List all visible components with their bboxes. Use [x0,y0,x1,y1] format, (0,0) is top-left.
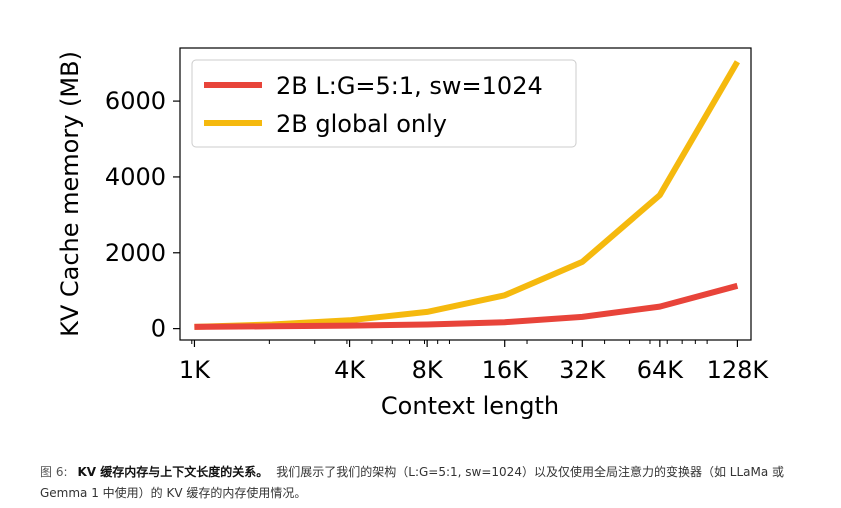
x-tick-label: 8K [412,356,444,384]
y-axis-label: KV Cache memory (MB) [56,51,84,337]
legend-label-sw1024: 2B L:G=5:1, sw=1024 [276,72,543,100]
y-tick-label: 6000 [105,87,166,115]
x-tick-label: 128K [707,356,770,384]
x-axis-ticks: 1K 4K 8K 16K 32K 64K 128K [179,340,770,384]
y-tick-label: 2000 [105,239,166,267]
figure-caption: 图 6: KV 缓存内存与上下文长度的关系。 我们展示了我们的架构（L:G=5:1,… [40,462,820,504]
y-tick-label: 4000 [105,163,166,191]
caption-figure-number: 图 6: [40,465,68,479]
x-tick-label: 64K [637,356,685,384]
x-tick-label: 32K [559,356,607,384]
legend-box [191,59,577,148]
y-tick-label: 0 [151,315,166,343]
caption-title: KV 缓存内存与上下文长度的关系。 [77,465,269,479]
y-axis-ticks: 0 2000 4000 6000 [105,87,180,343]
kv-cache-chart: 1K 4K 8K 16K 32K 64K 128K 0 2000 4000 6000 Contex… [56,47,770,420]
series-lines [194,60,740,330]
legend-label-global: 2B global only [276,110,447,138]
x-minor-ticks [191,340,708,344]
plot-frame [179,47,752,341]
legend: 2B L:G=5:1, sw=1024 2B global only [191,59,577,148]
x-tick-label: 4K [334,356,366,384]
x-axis-label: Context length [381,392,559,420]
x-tick-label: 16K [482,356,530,384]
x-tick-label: 1K [179,356,211,384]
series-line-sw1024 [194,282,739,330]
caption-text: 我们展示了我们的架构（L:G=5:1, sw=1024）以及仅使用全局注意力的变… [40,465,785,500]
